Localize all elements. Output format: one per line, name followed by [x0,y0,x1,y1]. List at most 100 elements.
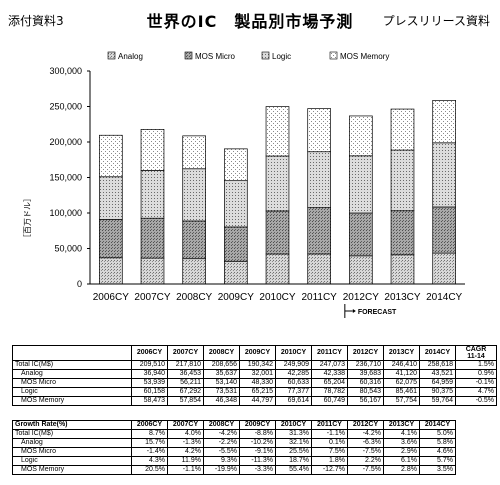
table-row: Total IC(M$) 8.7% 4.0% -4.2% -8.8% 31.3% -1.1%… [12,429,456,439]
table-cell: 190,342 [239,360,276,370]
bar-segment [349,155,373,214]
table-row: Total IC(M$) 209,510 217,810 208,656 190,342… [12,360,497,370]
table-cell: 35,637 [203,369,240,379]
table-cell: -2.2% [203,438,240,448]
bar-segment [349,212,373,257]
table-cell: -4.2% [347,429,384,439]
table-cell: 15.7% [131,438,168,448]
bar-segment [265,210,290,255]
table-cell: 36,940 [131,369,168,379]
table-cell: 55.4% [275,465,312,475]
bar-segment [265,155,290,212]
table-header-cell: 2011CY [311,420,348,430]
legend-label: MOS Micro [195,52,236,61]
legend-swatch [184,51,193,60]
table-header-cell: 2007CY [167,345,204,361]
table-header-cell: 2013CY [383,420,420,430]
table-cell: 6.1% [383,456,420,466]
table-cell: 236,710 [347,360,384,370]
table-cell: 42,338 [311,369,348,379]
bar-segment [224,226,248,262]
table-cell: 2.9% [383,447,420,457]
y-axis: 0 50,000 100,000 150,000 200,000 250,000 300,0… [49,66,91,289]
table-cell: 57,854 [167,396,204,406]
table-cell: 39,683 [347,369,384,379]
y-tick-label: 250,000 [49,102,82,112]
row-label: Logic [12,456,132,466]
table-cell: 217,810 [167,360,204,370]
table-cell: -19.9% [203,465,240,475]
row-label: Total IC(M$) [12,429,132,439]
table-cell: 247,073 [311,360,348,370]
table-cell: 1.5% [455,360,497,370]
table-cell: 1.8% [311,456,348,466]
table-cell: 41,120 [383,369,420,379]
table-header-cell: 2012CY [347,420,384,430]
table-header-cell: 2014CY [419,420,456,430]
x-tick-label: 2006CY [93,292,129,303]
table-cell: 0.1% [311,438,348,448]
table-cell: -0.5% [455,396,497,406]
table-cell: 56,167 [347,396,384,406]
table-cell: 59,764 [419,396,456,406]
table-cell: 44,797 [239,396,276,406]
table-row: Analog 36,940 36,453 35,637 32,001 42,285 42,3… [12,369,497,379]
table-cell: 90,375 [419,387,456,397]
table-cell: -0.1% [455,378,497,388]
bar-segment [99,134,123,178]
page-title: 世界のIC 製品別市場予測 [146,12,354,31]
table-cell: -1.4% [131,447,168,457]
table-cell: 7.5% [311,447,348,457]
table-cell: -1.1% [311,429,348,439]
table-row: Logic 60,158 67,292 73,531 65,215 77,377 78,78… [12,387,497,397]
bar-segment [432,206,456,254]
table-cell: -8.8% [239,429,276,439]
table-cell: 4.0% [167,429,204,439]
table-cell: 5.7% [419,456,456,466]
table-cell: -1.3% [167,438,204,448]
x-tick-label: 2014CY [426,292,462,303]
table-cell: 60,633 [275,378,312,388]
bars [99,100,456,285]
table-cell: 57,754 [383,396,420,406]
table-cell: 258,618 [419,360,456,370]
bar-segment [99,219,123,259]
legend-label: Logic [272,52,291,61]
table-cell: 64,959 [419,378,456,388]
table-header-cell: 2006CY [131,420,168,430]
legend-swatch [329,51,338,60]
table-cell: 48,330 [239,378,276,388]
bar-segment [182,258,206,285]
table-header-row: Growth Rate(%) 2006CY 2007CY 2008CY 2009CY 20… [12,420,456,430]
table-header-cell: 2007CY [167,420,204,430]
table-cell: 4.1% [383,429,420,439]
table-cell: 249,909 [275,360,312,370]
row-label: MOS Micro [12,447,132,457]
bar-segment [390,108,415,151]
market-size-table: 2006CY 2007CY 2008CY 2009CY 2010CY 2011CY 2012… [12,345,497,406]
table-cell: 67,292 [167,387,204,397]
table-header-cell: 2006CY [131,345,168,361]
x-tick-label: 2008CY [176,292,212,303]
table-cell: 11.9% [167,456,204,466]
forecast-label: FORECAST [358,309,397,316]
table-header-cell: 2012CY [347,345,384,361]
table-cell: -1.1% [167,465,204,475]
legend-label: MOS Memory [340,52,389,61]
row-label: Analog [12,438,132,448]
doc-label: 添付資料3 [8,14,64,28]
bar-segment [307,108,331,153]
table-cell: -4.2% [203,429,240,439]
table-cell: 0.9% [455,369,497,379]
table-cell: 5.8% [419,438,456,448]
table-cell: 9.3% [203,456,240,466]
table-header-cell: 2009CY [239,420,276,430]
legend-label: Analog [118,52,143,61]
table-cell: 73,531 [203,387,240,397]
table-cell: 65,204 [311,378,348,388]
table-cell: 20.5% [131,465,168,475]
x-tick-label: 2010CY [259,292,295,303]
table-header-cell: Growth Rate(%) [12,420,132,430]
table-row: MOS Micro 53,939 56,211 53,140 48,330 60,633 6… [12,378,497,388]
table-row: Analog 15.7% -1.3% -2.2% -10.2% 32.1% 0.1% -6.3… [12,438,456,448]
